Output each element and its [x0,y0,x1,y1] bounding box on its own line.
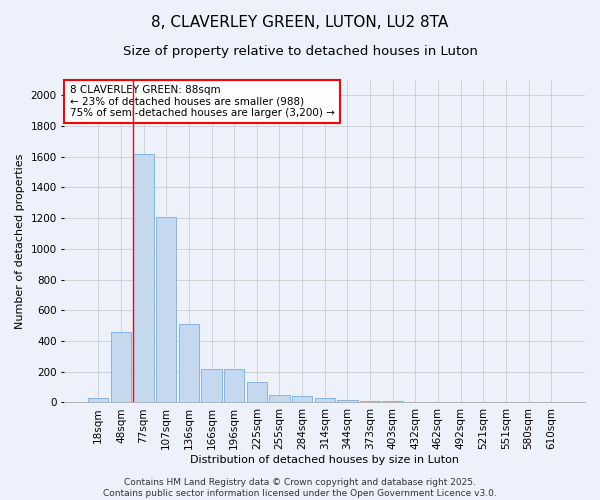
Bar [360,401,380,402]
Text: 8, CLAVERLEY GREEN, LUTON, LU2 8TA: 8, CLAVERLEY GREEN, LUTON, LU2 8TA [151,15,449,30]
Y-axis label: Number of detached properties: Number of detached properties [15,154,25,329]
Bar [202,370,221,402]
Text: Size of property relative to detached houses in Luton: Size of property relative to detached ho… [122,45,478,58]
Bar [133,154,154,402]
X-axis label: Distribution of detached houses by size in Luton: Distribution of detached houses by size … [190,455,459,465]
Bar [314,398,335,402]
Bar [224,370,244,402]
Bar [156,216,176,402]
Bar [337,400,358,402]
Text: 8 CLAVERLEY GREEN: 88sqm
← 23% of detached houses are smaller (988)
75% of semi-: 8 CLAVERLEY GREEN: 88sqm ← 23% of detach… [70,85,335,118]
Bar [179,324,199,402]
Bar [269,395,290,402]
Bar [292,396,312,402]
Bar [111,332,131,402]
Bar [88,398,109,402]
Text: Contains HM Land Registry data © Crown copyright and database right 2025.
Contai: Contains HM Land Registry data © Crown c… [103,478,497,498]
Bar [247,382,267,402]
